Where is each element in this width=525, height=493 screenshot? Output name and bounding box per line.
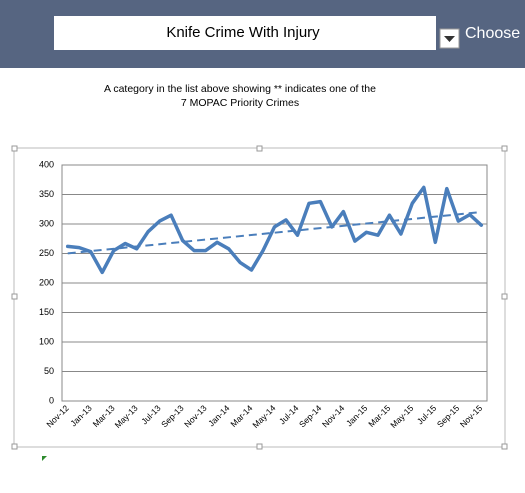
dropdown-box[interactable] (54, 16, 436, 50)
x-tick-label: Jan-14 (206, 403, 232, 429)
x-tick-label: Jan-15 (344, 403, 370, 429)
x-tick-label: May-14 (250, 403, 277, 430)
x-tick-label: May-15 (388, 403, 415, 430)
y-tick-label: 0 (49, 395, 54, 405)
x-tick-label: Sep-15 (435, 403, 462, 430)
corner-marker (42, 456, 47, 461)
handles (11, 145, 508, 450)
x-tick-label: Mar-15 (366, 403, 392, 429)
plot-border (61, 164, 488, 402)
y-tick-label: 50 (44, 366, 54, 376)
note-line: 7 MOPAC Priority Crimes (181, 97, 299, 109)
x-tick-label: Sep-14 (297, 403, 324, 430)
choose-button[interactable]: Choose (465, 25, 520, 42)
y-tick-label: 400 (39, 159, 54, 169)
arrow-icon (444, 36, 455, 42)
x-tick-label: Nov-15 (458, 403, 485, 430)
note-line: A category in the list above showing ** … (104, 83, 376, 95)
selected-crime: Knife Crime With Injury (166, 24, 320, 41)
x-tick-label: Nov-13 (182, 403, 209, 430)
line-series (65, 185, 484, 275)
y-tick-label: 350 (39, 189, 54, 199)
x-tick-label: Sep-13 (159, 403, 186, 430)
x-tick-label: Mar-14 (228, 403, 254, 429)
x-tick-label: Nov-14 (320, 403, 347, 430)
x-tick-label: May-13 (113, 403, 140, 430)
y-tick-label: 300 (39, 218, 54, 228)
y-tick-label: 100 (39, 336, 54, 346)
x-tick-label: Nov-12 (44, 403, 71, 430)
x-tick-label: Mar-13 (91, 403, 117, 429)
chart-frame (13, 147, 506, 448)
x-tick-label: Jan-13 (68, 403, 94, 429)
y-tick-label: 250 (39, 248, 54, 258)
y-tick-label: 200 (39, 277, 54, 287)
y-tick-label: 150 (39, 307, 54, 317)
